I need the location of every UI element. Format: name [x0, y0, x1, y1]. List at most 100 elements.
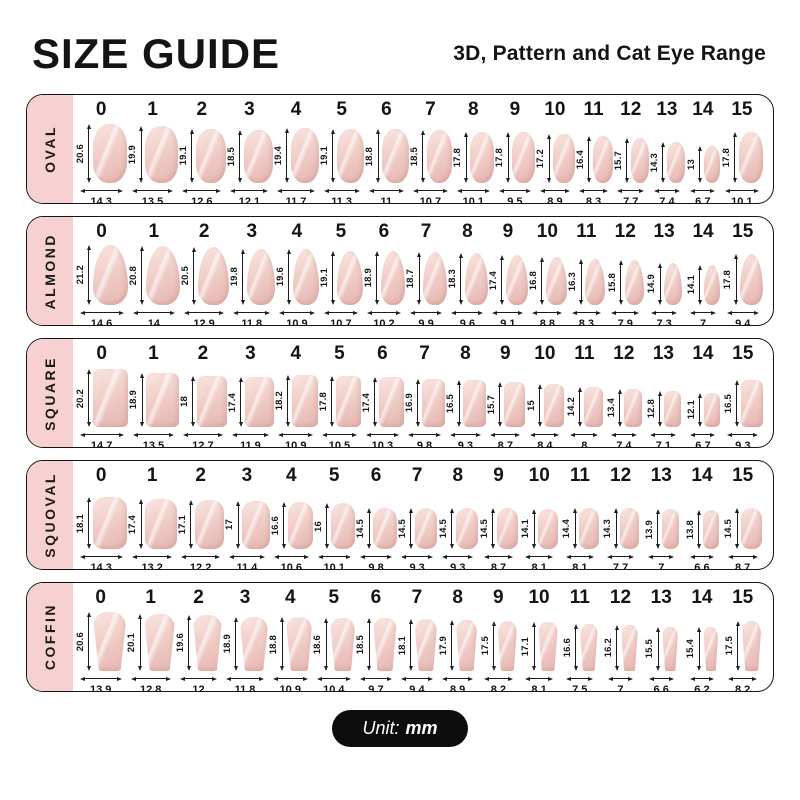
- length-value: 17.8: [720, 147, 732, 168]
- width-measure: [278, 430, 314, 439]
- nail-illustration: [331, 503, 356, 549]
- nail-cell: 11 16.4 8.3: [575, 99, 613, 204]
- width-measure: [617, 186, 645, 195]
- size-number: 12: [610, 465, 632, 486]
- nail-cell: 10 17.1 8.1: [519, 587, 560, 691]
- length-arrow-icon: [733, 254, 740, 305]
- length-arrow-icon: [457, 252, 464, 305]
- length-value: 20.6: [75, 144, 86, 164]
- length-measure: 13.4: [606, 388, 623, 427]
- width-value: 12.8: [140, 684, 162, 692]
- width-arrow-icon: [132, 430, 175, 439]
- width-measure: [484, 674, 513, 683]
- length-arrow-icon: [279, 617, 286, 671]
- width-arrow-icon: [182, 186, 222, 195]
- width-value: 6.7: [695, 196, 711, 204]
- size-number: 1: [146, 465, 158, 486]
- width-value: 9.3: [409, 562, 425, 570]
- nail-illustration: [145, 126, 178, 183]
- length-measure: 18: [179, 375, 196, 427]
- nail-illustration: [579, 507, 599, 549]
- nail-illustration: [545, 257, 567, 305]
- length-measure: 19.1: [177, 128, 195, 183]
- length-measure: 21.2: [75, 244, 92, 305]
- size-number: 5: [328, 587, 340, 608]
- nail-illustration: [667, 142, 685, 183]
- nail-cell: 5 16 10.1: [313, 465, 356, 569]
- width-value: 9.5: [507, 196, 523, 204]
- length-arrow-icon: [490, 621, 497, 671]
- size-number: 8: [462, 221, 473, 242]
- nail-area: 16.9: [404, 365, 446, 427]
- length-measure: 18.8: [364, 129, 382, 183]
- nail-area: 16.8: [528, 243, 567, 305]
- nail-cell: 10 16.8 8.8: [528, 221, 567, 325]
- width-value: 9.3: [735, 440, 751, 448]
- length-arrow-icon: [139, 373, 146, 427]
- nail-illustration: [287, 501, 314, 549]
- nail-area: 18.5: [409, 121, 453, 183]
- nail-area: 17.4: [361, 365, 404, 427]
- width-value: 8.2: [734, 684, 751, 692]
- nail-cell: 12 16.2 7: [600, 587, 641, 691]
- size-number: 0: [96, 221, 107, 242]
- length-arrow-icon: [576, 386, 583, 427]
- width-arrow-icon: [279, 308, 315, 317]
- width-value: 12.6: [191, 196, 213, 204]
- nail-area: 14.2: [566, 365, 603, 427]
- width-measure: [322, 430, 357, 439]
- width-value: 8: [581, 440, 588, 448]
- row-label: COFFIN: [27, 583, 73, 691]
- nail-cell: 13 14.3 7.4: [649, 99, 685, 203]
- nail-illustration: [373, 618, 397, 671]
- width-value: 8.1: [572, 562, 588, 570]
- size-number: 4: [290, 343, 302, 364]
- nail-cell: 12 14.3 7.7: [600, 465, 641, 570]
- size-number: 2: [196, 99, 208, 120]
- nail-cell: 5 19.1 10.7: [319, 221, 363, 325]
- length-measure: 19.4: [272, 127, 290, 183]
- nail-cell: 11 14.4 8.1: [560, 465, 601, 570]
- length-value: 19.4: [272, 145, 284, 165]
- length-value: 19.1: [177, 146, 189, 166]
- length-measure: 15.5: [644, 626, 662, 671]
- length-measure: 18.9: [222, 617, 239, 671]
- width-arrow-icon: [277, 186, 315, 195]
- size-number: 6: [378, 221, 390, 242]
- nail-cell: 7 18.1 9.4: [397, 587, 438, 691]
- nail-area: 20.5: [180, 243, 229, 305]
- length-arrow-icon: [617, 259, 624, 305]
- size-number: 9: [500, 343, 511, 364]
- nail-area: 16.6: [270, 487, 314, 549]
- width-arrow-icon: [359, 552, 393, 561]
- length-value: 16.2: [603, 638, 615, 658]
- length-value: 17.4: [127, 514, 139, 534]
- width-value: 10.3: [371, 440, 394, 448]
- nail-illustration: [145, 499, 177, 549]
- length-measure: 20.1: [126, 613, 144, 671]
- length-measure: 14.4: [561, 507, 579, 549]
- width-value: 12: [192, 684, 205, 692]
- width-measure: [413, 186, 448, 195]
- length-value: 16: [313, 520, 325, 532]
- width-measure: [690, 430, 716, 439]
- nail-cell: 1 17.4 13.2: [127, 465, 177, 569]
- length-arrow-icon: [696, 627, 703, 671]
- size-number: 4: [286, 465, 297, 486]
- size-number: 14: [692, 221, 714, 242]
- length-measure: 19.6: [275, 249, 292, 305]
- nail-area: 14.3: [649, 121, 685, 183]
- width-value: 8.9: [449, 684, 466, 692]
- nail-cell: 11 16.6 7.5: [559, 587, 600, 691]
- width-arrow-icon: [322, 430, 357, 439]
- nail-illustration: [245, 377, 274, 427]
- width-value: 7.7: [612, 562, 629, 570]
- nail-illustration: [664, 262, 682, 305]
- width-value: 8.3: [585, 196, 602, 204]
- size-number: 11: [574, 343, 595, 364]
- width-arrow-icon: [409, 308, 443, 317]
- nail-cell: 1 19.9 13.5: [127, 99, 178, 203]
- nail-illustration: [93, 244, 129, 305]
- width-arrow-icon: [131, 552, 173, 561]
- width-value: 9.7: [368, 684, 384, 692]
